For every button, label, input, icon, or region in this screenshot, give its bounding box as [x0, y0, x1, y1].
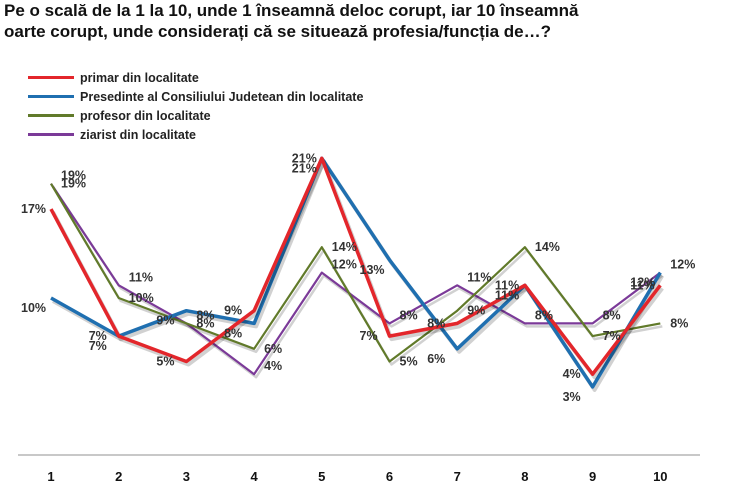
data-label-s2-3: 8% — [196, 316, 214, 330]
chart-title: Pe o scală de la 1 la 10, unde 1 înseamn… — [4, 0, 746, 42]
data-label-s0-8: 11% — [495, 278, 519, 292]
legend: primar din localitate Presedinte al Cons… — [28, 68, 363, 144]
legend-swatch-profesor — [28, 114, 74, 117]
data-label-s2-2: 10% — [129, 291, 154, 305]
x-tick-label-4: 4 — [250, 469, 258, 484]
data-label-s1-9: 3% — [563, 390, 581, 404]
legend-label-presedinte: Presedinte al Consiliului Judetean din l… — [80, 89, 364, 104]
data-label-s0-6: 7% — [360, 329, 378, 343]
series-line-0 — [49, 156, 662, 376]
data-label-s3-4: 4% — [264, 359, 282, 373]
series-line-2 — [50, 183, 661, 363]
series-line-1 — [50, 156, 662, 389]
series-shadow-3 — [51, 186, 664, 379]
data-label-s1-1: 10% — [21, 301, 46, 315]
data-label-s0-5: 21% — [292, 151, 317, 165]
data-label-s1-7: 6% — [427, 352, 445, 366]
data-label-s0-2: 7% — [89, 329, 107, 343]
data-label-s2-10: 8% — [670, 316, 688, 330]
data-label-s3-1: 19% — [61, 169, 86, 183]
data-label-s0-4: 9% — [224, 304, 242, 318]
legend-item-ziarist: ziarist din localitate — [28, 125, 363, 144]
data-label-s0-1: 17% — [21, 202, 46, 216]
data-label-s2-5: 14% — [332, 240, 357, 254]
x-tick-label-2: 2 — [115, 469, 122, 484]
x-tick-label-8: 8 — [521, 469, 528, 484]
legend-label-profesor: profesor din localitate — [80, 108, 211, 123]
x-tick-label-10: 10 — [653, 469, 667, 484]
x-tick-label-1: 1 — [47, 469, 54, 484]
legend-item-presedinte: Presedinte al Consiliului Judetean din l… — [28, 87, 363, 106]
chart-title-line-1: Pe o scală de la 1 la 10, unde 1 înseamn… — [4, 1, 579, 20]
data-label-s0-10: 11% — [630, 278, 654, 292]
data-label-s1-4: 8% — [224, 326, 242, 340]
data-label-s2-6: 5% — [400, 355, 418, 369]
legend-swatch-ziarist — [28, 133, 74, 136]
data-label-s1-6: 13% — [360, 263, 385, 277]
x-tick-label-7: 7 — [454, 469, 461, 484]
legend-item-primar: primar din localitate — [28, 68, 363, 87]
legend-label-ziarist: ziarist din localitate — [80, 127, 197, 142]
series-line-3 — [50, 183, 661, 376]
data-label-s2-9: 7% — [603, 329, 621, 343]
legend-item-profesor: profesor din localitate — [28, 106, 363, 125]
legend-swatch-presedinte — [28, 95, 74, 98]
data-label-s2-7: 9% — [467, 304, 485, 318]
data-label-s0-9: 4% — [563, 367, 581, 381]
data-label-s3-2: 11% — [129, 270, 153, 284]
data-label-s2-8: 14% — [535, 240, 560, 254]
legend-swatch-primar — [28, 76, 74, 79]
data-label-s1-2: 7% — [89, 339, 107, 353]
x-tick-label-5: 5 — [318, 469, 325, 484]
data-label-s1-3: 9% — [156, 314, 174, 328]
x-tick-label-9: 9 — [589, 469, 596, 484]
data-label-s3-9: 8% — [603, 308, 621, 322]
data-label-s2-1: 19% — [61, 177, 86, 191]
data-label-s2-4: 6% — [264, 342, 282, 356]
data-label-s3-6: 8% — [400, 308, 418, 322]
data-label-s3-7: 11% — [467, 270, 491, 284]
data-label-s0-7: 8% — [427, 316, 445, 330]
x-tick-label-3: 3 — [183, 469, 190, 484]
data-label-s1-8: 11% — [495, 288, 519, 302]
legend-label-primar: primar din localitate — [80, 70, 199, 85]
data-label-s3-3: 8% — [196, 308, 214, 322]
chart-title-line-2: oarte corupt, unde considerați că se sit… — [4, 22, 551, 41]
data-label-s1-5: 21% — [292, 161, 317, 175]
data-label-s3-8: 8% — [535, 308, 553, 322]
data-label-s1-10: 12% — [630, 276, 655, 290]
data-label-s3-5: 12% — [332, 258, 357, 272]
data-label-s0-3: 5% — [156, 355, 174, 369]
data-label-s3-10: 12% — [670, 258, 695, 272]
x-tick-label-6: 6 — [386, 469, 393, 484]
